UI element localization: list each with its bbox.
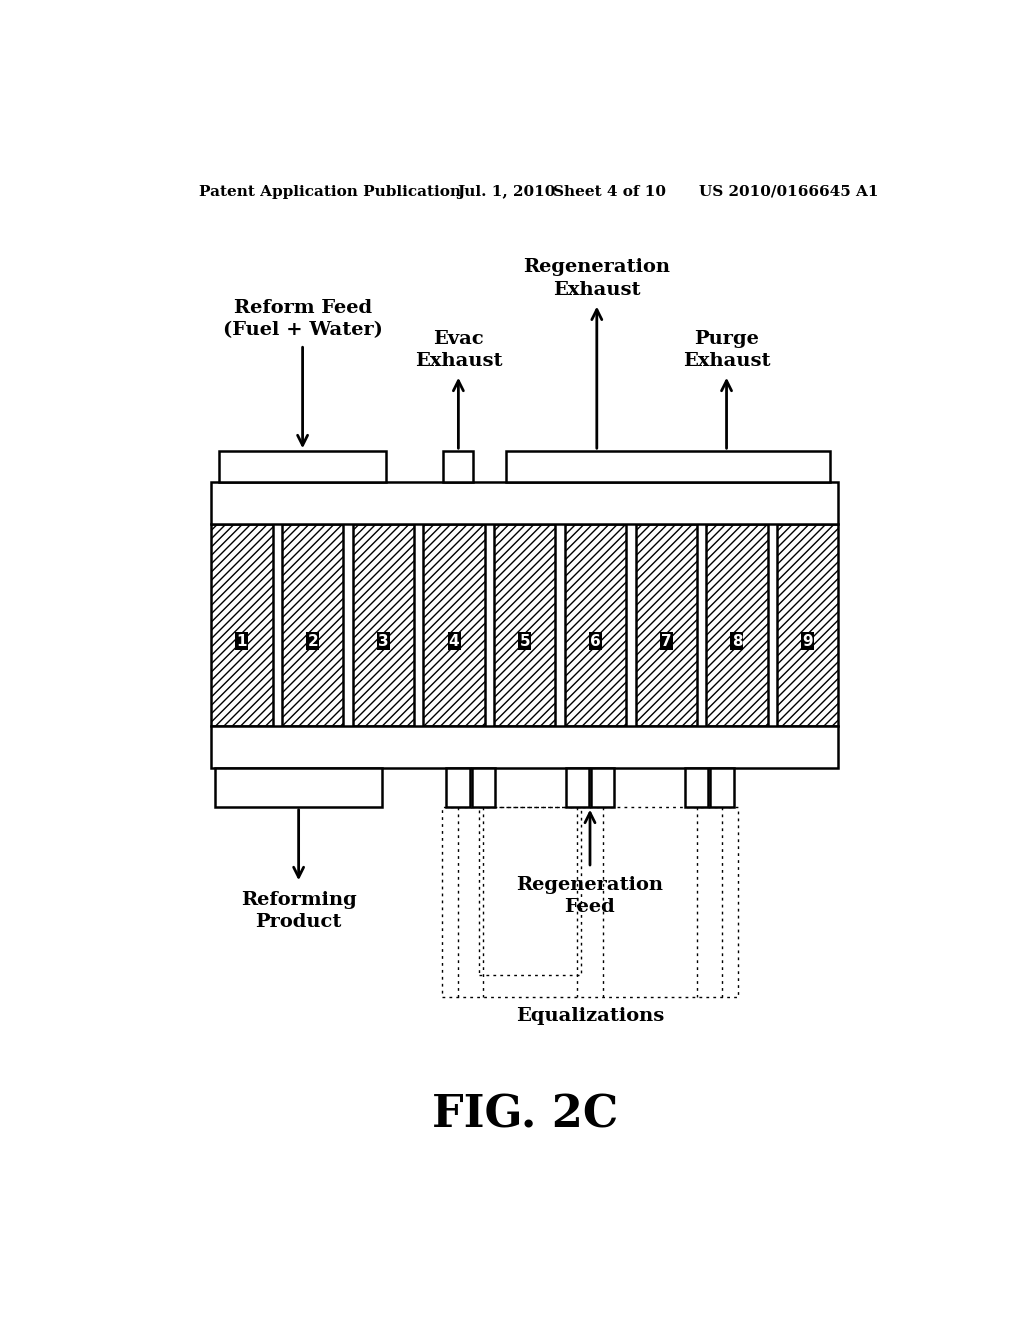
Bar (777, 524, 839, 726)
Bar (446, 768, 470, 807)
Bar (211, 726, 839, 768)
Text: Purge
Exhaust: Purge Exhaust (683, 330, 770, 370)
Text: Patent Application Publication: Patent Application Publication (200, 185, 462, 199)
Text: 9: 9 (803, 634, 813, 648)
Bar (211, 482, 839, 524)
Text: 4: 4 (449, 634, 460, 648)
Text: 8: 8 (731, 634, 742, 648)
Bar (565, 524, 626, 726)
Bar (707, 524, 768, 726)
Text: Equalizations: Equalizations (516, 1007, 665, 1026)
Bar (591, 768, 614, 807)
Text: US 2010/0166645 A1: US 2010/0166645 A1 (699, 185, 879, 199)
Bar (211, 524, 272, 726)
Text: 7: 7 (660, 634, 672, 648)
Bar (442, 807, 737, 997)
Text: Jul. 1, 2010: Jul. 1, 2010 (458, 185, 556, 199)
Text: FIG. 2C: FIG. 2C (432, 1093, 617, 1137)
Text: Regeneration
Exhaust: Regeneration Exhaust (523, 259, 671, 298)
Text: Reforming
Product: Reforming Product (241, 891, 356, 932)
Text: 2: 2 (307, 634, 318, 648)
Bar (479, 807, 582, 974)
Bar (710, 768, 733, 807)
Text: Regeneration
Feed: Regeneration Feed (516, 876, 664, 916)
Bar (282, 524, 343, 726)
Bar (424, 524, 484, 726)
Bar (495, 524, 555, 726)
Text: 6: 6 (590, 634, 601, 648)
Text: 1: 1 (237, 634, 247, 648)
Bar (215, 768, 382, 807)
Text: 5: 5 (519, 634, 530, 648)
Bar (565, 768, 590, 807)
Bar (685, 768, 709, 807)
Bar (636, 524, 697, 726)
Text: Reform Feed
(Fuel + Water): Reform Feed (Fuel + Water) (222, 300, 383, 339)
Text: 3: 3 (378, 634, 389, 648)
Bar (471, 768, 496, 807)
Text: Sheet 4 of 10: Sheet 4 of 10 (553, 185, 666, 199)
Bar (219, 451, 386, 482)
Text: Evac
Exhaust: Evac Exhaust (415, 330, 502, 370)
Bar (506, 451, 830, 482)
Bar (443, 451, 473, 482)
Bar (352, 524, 414, 726)
